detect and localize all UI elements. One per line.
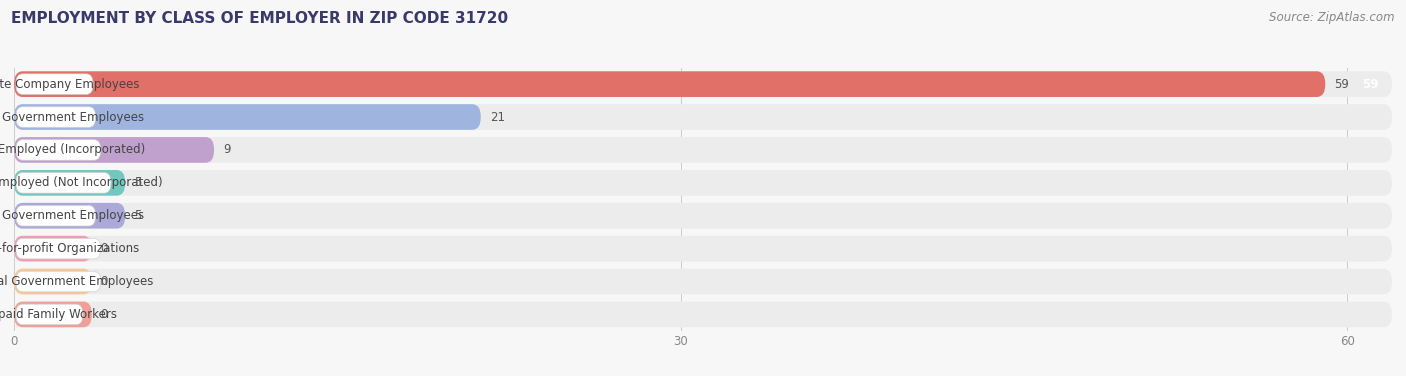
FancyBboxPatch shape [14,137,1392,163]
FancyBboxPatch shape [14,104,481,130]
Text: Federal Government Employees: Federal Government Employees [0,275,153,288]
Text: Self-Employed (Not Incorporated): Self-Employed (Not Incorporated) [0,176,162,190]
FancyBboxPatch shape [14,170,1392,196]
FancyBboxPatch shape [14,71,1326,97]
Text: 5: 5 [134,176,142,190]
Text: Local Government Employees: Local Government Employees [0,209,143,222]
FancyBboxPatch shape [15,238,101,259]
FancyBboxPatch shape [14,302,91,327]
Text: 9: 9 [224,143,231,156]
Text: 0: 0 [101,308,108,321]
FancyBboxPatch shape [15,74,93,94]
Text: 21: 21 [489,111,505,124]
FancyBboxPatch shape [14,302,1392,327]
Text: Self-Employed (Incorporated): Self-Employed (Incorporated) [0,143,145,156]
FancyBboxPatch shape [15,173,111,193]
FancyBboxPatch shape [14,170,125,196]
FancyBboxPatch shape [15,205,96,226]
FancyBboxPatch shape [15,304,83,325]
FancyBboxPatch shape [14,104,1392,130]
FancyBboxPatch shape [14,203,125,229]
Text: Not-for-profit Organizations: Not-for-profit Organizations [0,242,139,255]
FancyBboxPatch shape [15,271,101,292]
Text: 59: 59 [1362,77,1379,91]
Text: EMPLOYMENT BY CLASS OF EMPLOYER IN ZIP CODE 31720: EMPLOYMENT BY CLASS OF EMPLOYER IN ZIP C… [11,11,509,26]
FancyBboxPatch shape [14,269,91,294]
Text: Source: ZipAtlas.com: Source: ZipAtlas.com [1270,11,1395,24]
FancyBboxPatch shape [14,236,1392,261]
Text: Unpaid Family Workers: Unpaid Family Workers [0,308,117,321]
FancyBboxPatch shape [14,269,1392,294]
FancyBboxPatch shape [15,107,96,127]
Text: 59: 59 [1334,77,1348,91]
Text: State Government Employees: State Government Employees [0,111,145,124]
Text: 0: 0 [101,275,108,288]
Text: 5: 5 [134,209,142,222]
Text: Private Company Employees: Private Company Employees [0,77,139,91]
FancyBboxPatch shape [14,203,1392,229]
FancyBboxPatch shape [14,71,1392,97]
FancyBboxPatch shape [14,236,91,261]
Text: 0: 0 [101,242,108,255]
FancyBboxPatch shape [15,139,101,160]
FancyBboxPatch shape [14,137,214,163]
